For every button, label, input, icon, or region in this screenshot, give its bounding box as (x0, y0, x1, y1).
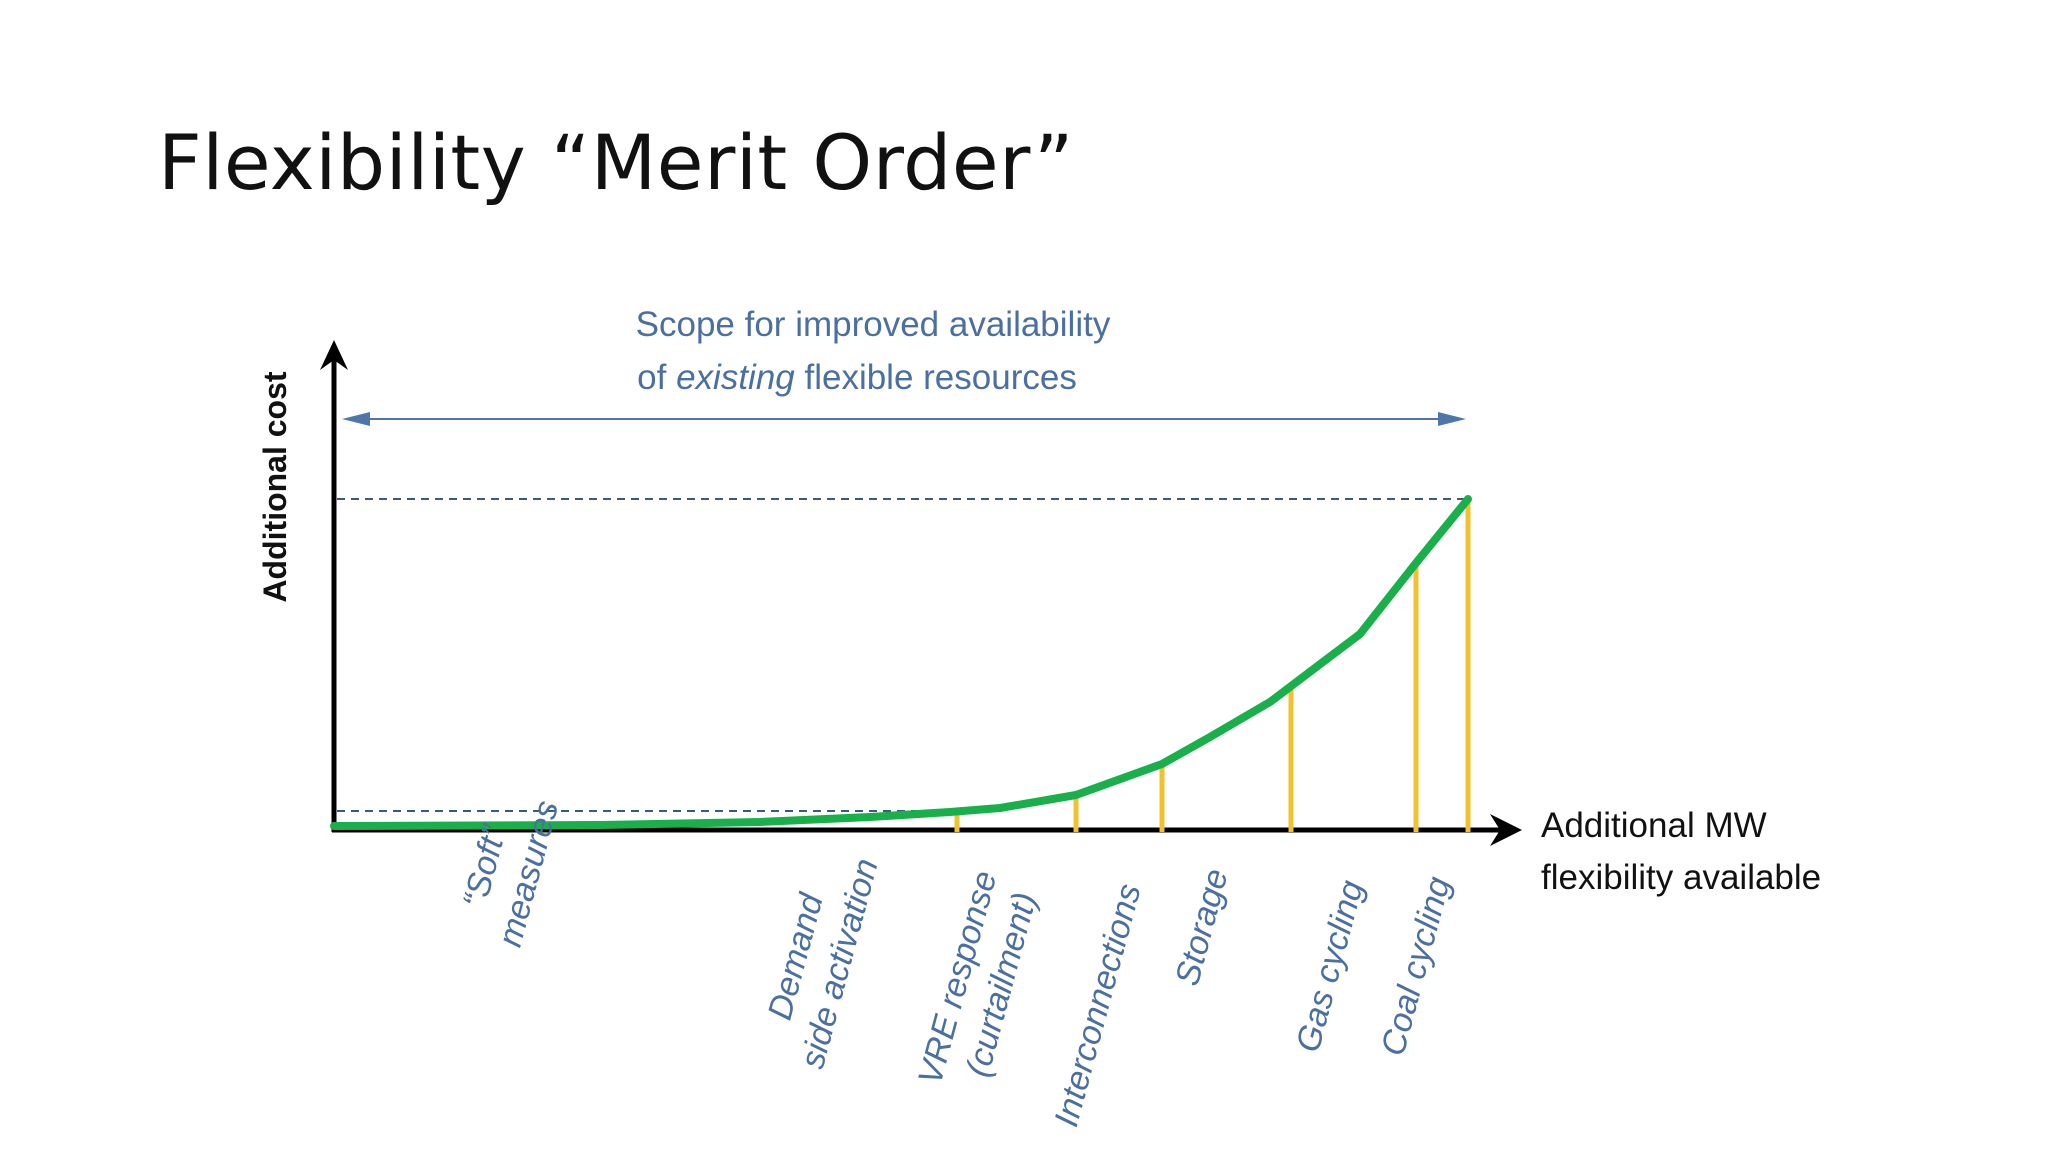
cost-curve (330, 495, 1472, 830)
category-markers (954, 499, 1471, 832)
category-label-gas-cycling: Gas cycling (1289, 876, 1371, 1056)
y-axis-arrowhead (320, 340, 348, 370)
category-labels: “Soft” measures Demand side activation V… (456, 797, 1458, 1131)
category-label-interconnections: Interconnections (1047, 880, 1148, 1131)
scope-text-line2: of existing flexible resources (637, 358, 1077, 397)
category-label-demand-side-activation: Demand side activation (751, 843, 886, 1072)
category-label-vre-response: VRE response (curtailment) (911, 858, 1049, 1100)
category-label-storage: Storage (1168, 865, 1236, 990)
scope-text-emphasis: existing (676, 358, 795, 397)
y-axis-label: Additional cost (257, 371, 293, 602)
category-label-storage-line1: Storage (1168, 865, 1236, 990)
scope-text-prefix: of (637, 358, 676, 397)
x-axis-label-line1: Additional MW (1541, 806, 1767, 845)
category-label-coal-cycling: Coal cycling (1374, 873, 1458, 1060)
category-label-coal-line1: Coal cycling (1374, 873, 1458, 1060)
category-label-interconnections-line1: Interconnections (1047, 880, 1148, 1131)
x-axis-label-line2: flexibility available (1541, 858, 1821, 897)
x-axis-arrowhead (1490, 814, 1522, 846)
scope-double-arrow (342, 412, 1466, 426)
slide-title: Flexibility “Merit Order” (158, 118, 1074, 207)
scope-text-line1: Scope for improved availability (636, 305, 1111, 344)
scope-text-suffix: flexible resources (795, 358, 1077, 397)
category-label-gas-line1: Gas cycling (1289, 876, 1371, 1056)
